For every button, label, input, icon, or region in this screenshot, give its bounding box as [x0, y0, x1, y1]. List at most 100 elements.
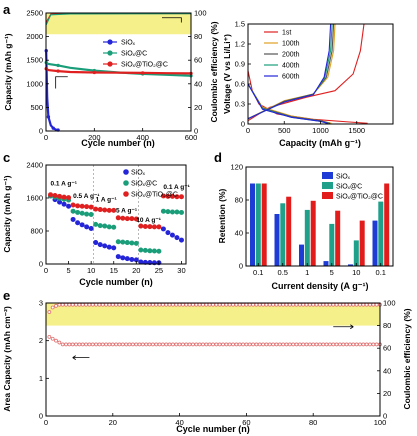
panel-c-point — [115, 239, 121, 245]
panel-d-bar — [353, 240, 359, 266]
panel-e-capacity-point — [150, 342, 155, 347]
panel-e-capacity-point — [358, 342, 362, 347]
panel-c-xlabel: Cycle number (n) — [79, 277, 153, 287]
panel-c-annotation: 1 A g⁻¹ — [96, 196, 117, 203]
panel-e-efficiency-point — [177, 302, 182, 307]
panel-e-capacity-point — [184, 342, 189, 347]
panel-c-point — [61, 201, 67, 207]
panel-e-capacity-point — [67, 342, 72, 347]
panel-e-capacity-point — [124, 342, 129, 347]
panel-e-capacity-point — [154, 342, 159, 347]
panel-d-bar — [299, 244, 304, 266]
panel-e-efficiency-point — [321, 302, 326, 307]
panel-e-efficiency-point — [171, 302, 175, 307]
panel-e-efficiency-point — [110, 302, 115, 307]
panel-c-point — [97, 207, 103, 213]
panel-e-capacity-point — [164, 342, 169, 347]
panel-b-xtick-label: 1000 — [312, 126, 329, 135]
panel-e-capacity-point — [144, 342, 149, 347]
panel-a-legend-marker — [107, 39, 113, 45]
panel-e-capacity-point — [140, 342, 145, 347]
panel-d-bar — [335, 210, 341, 266]
panel-c-annotations: 0.1 A g⁻¹ 0.5 A g⁻¹1 A g⁻¹ 5 A g⁻¹ 10 A g⁻¹… — [51, 181, 190, 224]
panel-e-capacity-point — [321, 342, 326, 347]
panel-c-point — [93, 221, 99, 227]
panel-e-efficiency-point — [221, 302, 225, 307]
panel-e-capacity-point — [201, 342, 205, 347]
panel-c-point — [129, 240, 135, 246]
panel-e-efficiency-point — [70, 302, 75, 307]
panel-e-efficiency-point — [191, 302, 195, 307]
panel-b-charge-curve — [247, 23, 365, 122]
panel-d-frame — [245, 166, 394, 267]
panel-e-efficiency-point — [217, 302, 222, 307]
panel-b-legend: 1st 100th 200th 400th 600th — [264, 30, 300, 81]
panel-e-capacity-point — [177, 342, 182, 347]
panel-e-capacity-point — [224, 342, 229, 347]
panel-e-xtick-label: 40 — [175, 418, 183, 427]
panel-a-ytick-label: 1000 — [26, 79, 43, 88]
panel-e-capacity-point — [80, 342, 85, 347]
panel-c-xtick-label: 15 — [110, 266, 118, 275]
panel-e-capacity-point — [307, 342, 312, 347]
panel-c-ytick-label: 800 — [30, 227, 43, 236]
panel-c-point — [156, 224, 162, 230]
panel-c-point — [138, 223, 144, 229]
panel-e-capacity-point — [147, 342, 152, 347]
panel-e-capacity-point — [74, 342, 78, 347]
panel-b-discharge-curve — [247, 83, 328, 124]
panel-c-legend: SiOₓ SiOₓ@C SiOₓ@TiO₂@C — [123, 169, 178, 199]
panel-c-point — [75, 203, 81, 209]
panel-c-point — [88, 204, 94, 210]
panel-e-capacity-point — [97, 342, 102, 347]
panel-e-efficiency-point — [234, 302, 239, 307]
panel-d-legend-swatch — [322, 182, 333, 189]
panel-c-point — [138, 259, 144, 265]
panel-e-efficiency-band — [46, 303, 380, 326]
panel-d-ytick-label: 80 — [235, 196, 243, 205]
panel-e-efficiency-point — [281, 302, 286, 307]
panel-d-bar — [304, 209, 310, 266]
panel-c-point — [93, 240, 99, 246]
panel-a-xtick-label: 0 — [44, 133, 48, 142]
panel-c-xtick-label: 30 — [177, 266, 185, 275]
panel-e-efficiency-point — [114, 302, 119, 307]
panel-d-bar — [280, 203, 286, 266]
panel-d-bar — [255, 183, 261, 266]
panel-e-efficiency-point — [247, 302, 252, 307]
panel-a-legend-label: SiOₓ@C — [121, 51, 147, 58]
panel-e-efficiency-point — [307, 302, 312, 307]
panel-a-xtick-label: 200 — [88, 133, 101, 142]
panel-e-capacity-point — [194, 342, 199, 347]
panel-e-efficiency-point — [341, 302, 346, 307]
panel-c-ylabel: Capacity (mAh g⁻¹) — [2, 175, 12, 252]
panel-a-y2tick-label: 100 — [194, 9, 207, 18]
panel-c-point — [115, 215, 121, 221]
panel-e-capacity-point — [204, 342, 209, 347]
panel-e-efficiency-point — [137, 302, 142, 307]
panel-b-legend-label: 1st — [282, 30, 291, 37]
panel-e-efficiency-point — [374, 302, 379, 307]
panel-c-point — [79, 203, 85, 209]
panel-c-ytick-label: 1600 — [26, 194, 43, 203]
panel-c-point — [178, 194, 184, 200]
panel-e-xtick-label: 20 — [109, 418, 117, 427]
panel-e-y2label: Coulombic efficiency (%) — [402, 308, 412, 409]
panel-e-efficiency-point — [100, 302, 105, 307]
panel-a-point — [92, 70, 97, 75]
panel-b-legend-label: 600th — [282, 74, 300, 81]
panel-a-point — [56, 69, 60, 73]
panel-a-capacity-arrow — [55, 76, 68, 89]
panel-b-legend-label: 400th — [282, 63, 300, 70]
panel-e-efficiency-point — [57, 302, 62, 307]
panel-e-capacity-point — [174, 342, 179, 347]
panel-c-point — [84, 204, 90, 210]
panel-e-capacity-point — [57, 340, 62, 345]
panel-a-y2tick-label: 40 — [194, 79, 202, 88]
panel-e-capacity-point — [371, 342, 376, 347]
panel-e-efficiency-point — [317, 302, 322, 307]
panel-e-ylabel: Area Capacity (mAh cm⁻²) — [2, 306, 12, 412]
panel-e-efficiency-point — [181, 302, 185, 307]
panel-d-bar — [323, 261, 329, 266]
panel-a-y2label: Coulombic efficiency (%) — [209, 21, 219, 122]
